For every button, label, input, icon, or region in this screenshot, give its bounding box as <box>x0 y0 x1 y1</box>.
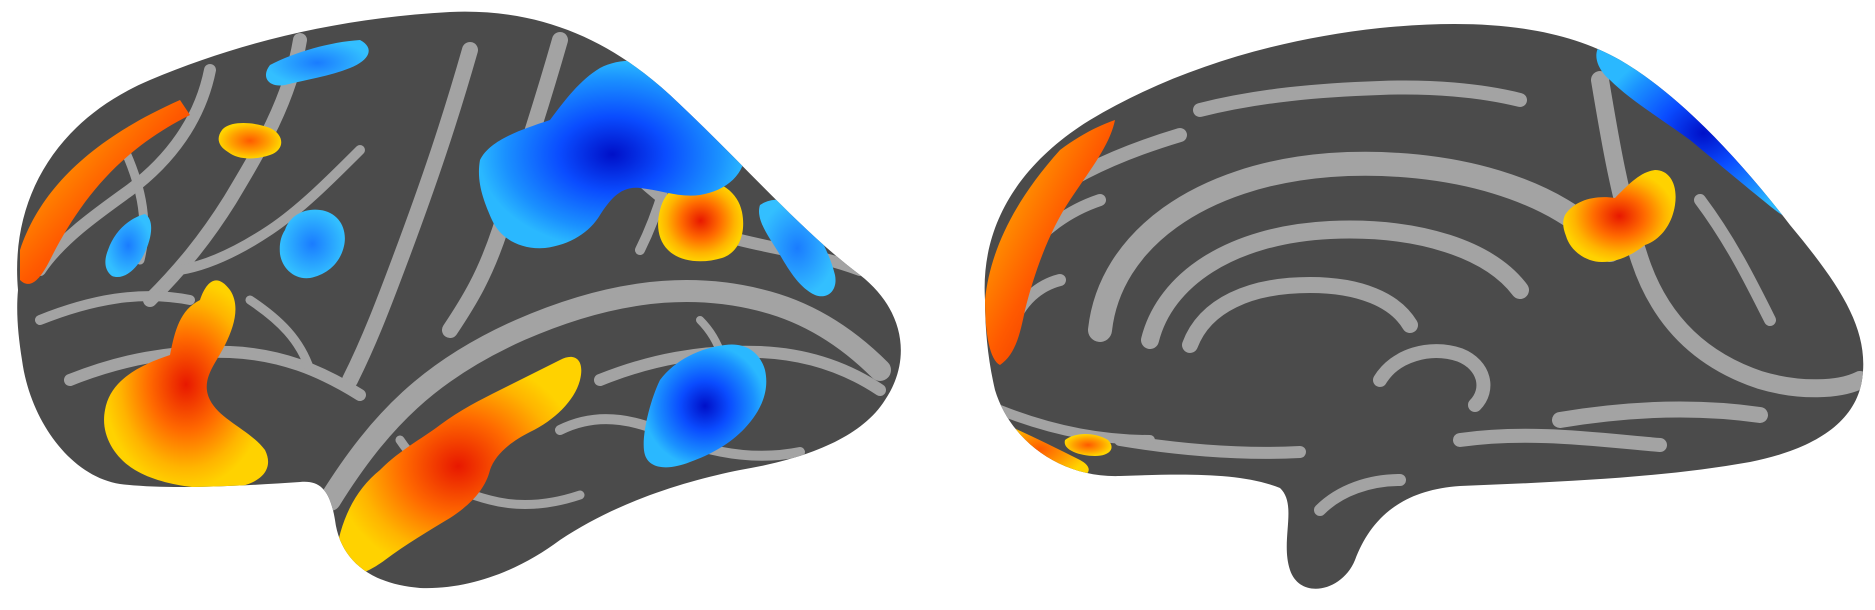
activation-precentral-cold <box>478 60 746 249</box>
lateral-hemisphere <box>17 11 901 589</box>
activation-orbital-small-hot <box>1064 434 1112 456</box>
activation-frontal-left-cold <box>105 214 152 278</box>
activation-occipital-cold <box>643 344 767 468</box>
activation-medial-frontal-hot <box>985 120 1115 365</box>
activation-frontal-pole-hot <box>20 100 190 284</box>
activation-posterior-cold <box>759 199 836 297</box>
activation-superior-cold <box>265 40 369 86</box>
activation-parietal-hot <box>658 180 744 262</box>
activation-temporal-hot <box>335 356 582 576</box>
medial-hemisphere <box>984 23 1864 589</box>
lateral-activations <box>20 40 836 576</box>
activation-precuneus-hot <box>1563 170 1676 262</box>
activation-ifg-hot <box>104 280 269 489</box>
activation-frontal-small-hot <box>218 123 282 159</box>
activation-midfrontal-cold <box>279 209 345 279</box>
